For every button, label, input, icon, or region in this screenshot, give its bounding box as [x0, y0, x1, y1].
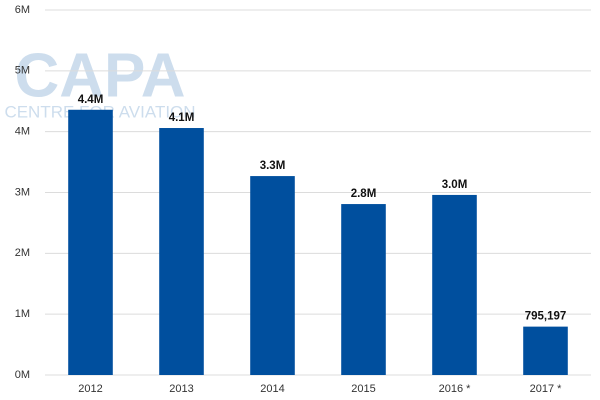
y-tick-label: 6M: [15, 4, 30, 16]
bar: [250, 176, 295, 375]
value-label: 2.8M: [351, 188, 377, 200]
bar: [68, 109, 113, 376]
y-tick-label: 2M: [15, 247, 30, 259]
bar: [523, 326, 568, 375]
bar: [159, 128, 204, 375]
value-label: 4.4M: [78, 94, 104, 106]
bar: [341, 204, 386, 375]
x-tick-label: 2016 *: [439, 383, 472, 395]
x-tick-label: 2013: [169, 383, 193, 395]
watermark-logo: CAPA: [14, 41, 185, 110]
value-label: 795,197: [525, 311, 567, 323]
value-label: 3.0M: [442, 179, 468, 191]
y-tick-label: 5M: [15, 65, 30, 77]
y-tick-label: 4M: [15, 126, 30, 138]
x-tick-label: 2012: [78, 383, 102, 395]
y-tick-label: 0M: [15, 369, 30, 381]
x-tick-label: 2015: [351, 383, 375, 395]
bar: [432, 194, 477, 375]
value-label: 3.3M: [260, 160, 286, 172]
y-tick-label: 3M: [15, 186, 30, 198]
y-tick-label: 1M: [15, 308, 30, 320]
x-tick-label: 2014: [260, 383, 284, 395]
value-label: 4.1M: [169, 112, 195, 124]
x-tick-label: 2017 *: [530, 383, 563, 395]
